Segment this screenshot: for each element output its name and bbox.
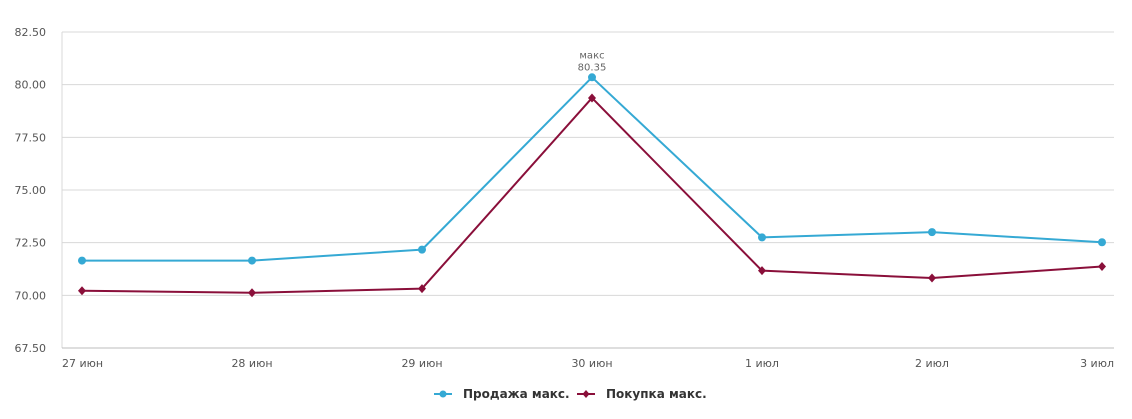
data-point[interactable] xyxy=(78,286,86,296)
data-point[interactable] xyxy=(588,73,596,82)
legend-item-2[interactable]: Покупка макс. xyxy=(577,387,707,401)
data-point[interactable] xyxy=(248,256,256,265)
annotation-value: 80.35 xyxy=(578,62,607,73)
y-tick-label: 75.00 xyxy=(15,184,47,197)
y-tick-label: 82.50 xyxy=(15,26,47,39)
data-point[interactable] xyxy=(418,284,426,294)
series-2 xyxy=(78,93,1106,298)
legend-marker-diamond xyxy=(582,390,590,398)
data-point[interactable] xyxy=(588,93,596,103)
data-point[interactable] xyxy=(418,245,426,254)
legend-label: Продажа макс. xyxy=(463,387,570,401)
data-point[interactable] xyxy=(248,288,256,298)
x-tick-label: 1 июл xyxy=(745,357,779,370)
data-point[interactable] xyxy=(78,256,86,265)
x-tick-label: 29 июн xyxy=(401,357,442,370)
series-1 xyxy=(78,73,1106,265)
y-tick-label: 67.50 xyxy=(15,342,47,355)
y-tick-label: 77.50 xyxy=(15,131,47,144)
y-tick-label: 70.00 xyxy=(15,289,47,302)
data-point[interactable] xyxy=(928,273,936,283)
annotation-label: макс xyxy=(579,50,604,61)
y-tick-label: 72.50 xyxy=(15,237,47,250)
y-tick-label: 80.00 xyxy=(15,79,47,92)
x-tick-label: 3 июл xyxy=(1080,357,1114,370)
legend-label: Покупка макс. xyxy=(606,387,707,401)
series-line xyxy=(81,96,1103,294)
data-point[interactable] xyxy=(758,266,766,276)
gridlines xyxy=(62,31,1114,349)
x-tick-label: 28 июн xyxy=(231,357,272,370)
x-tick-label: 27 июн xyxy=(62,357,103,370)
data-point[interactable] xyxy=(1098,261,1106,271)
y-axis: 67.50 70.00 72.50 75.00 77.50 80.00 82.50 xyxy=(15,26,63,355)
series-line xyxy=(82,76,1103,262)
data-point[interactable] xyxy=(928,228,936,237)
x-tick-label: 2 июл xyxy=(915,357,949,370)
legend-marker-circle xyxy=(439,390,447,398)
legend: Продажа макс. Покупка макс. xyxy=(434,387,707,401)
data-point[interactable] xyxy=(1098,238,1106,247)
legend-item-1[interactable]: Продажа макс. xyxy=(434,387,570,401)
series-layer xyxy=(78,73,1106,298)
data-point[interactable] xyxy=(758,233,766,242)
x-tick-label: 30 июн xyxy=(571,357,612,370)
x-axis: 27 июн 28 июн 29 июн 30 июн 1 июл 2 июл 3 июл xyxy=(62,347,1114,370)
